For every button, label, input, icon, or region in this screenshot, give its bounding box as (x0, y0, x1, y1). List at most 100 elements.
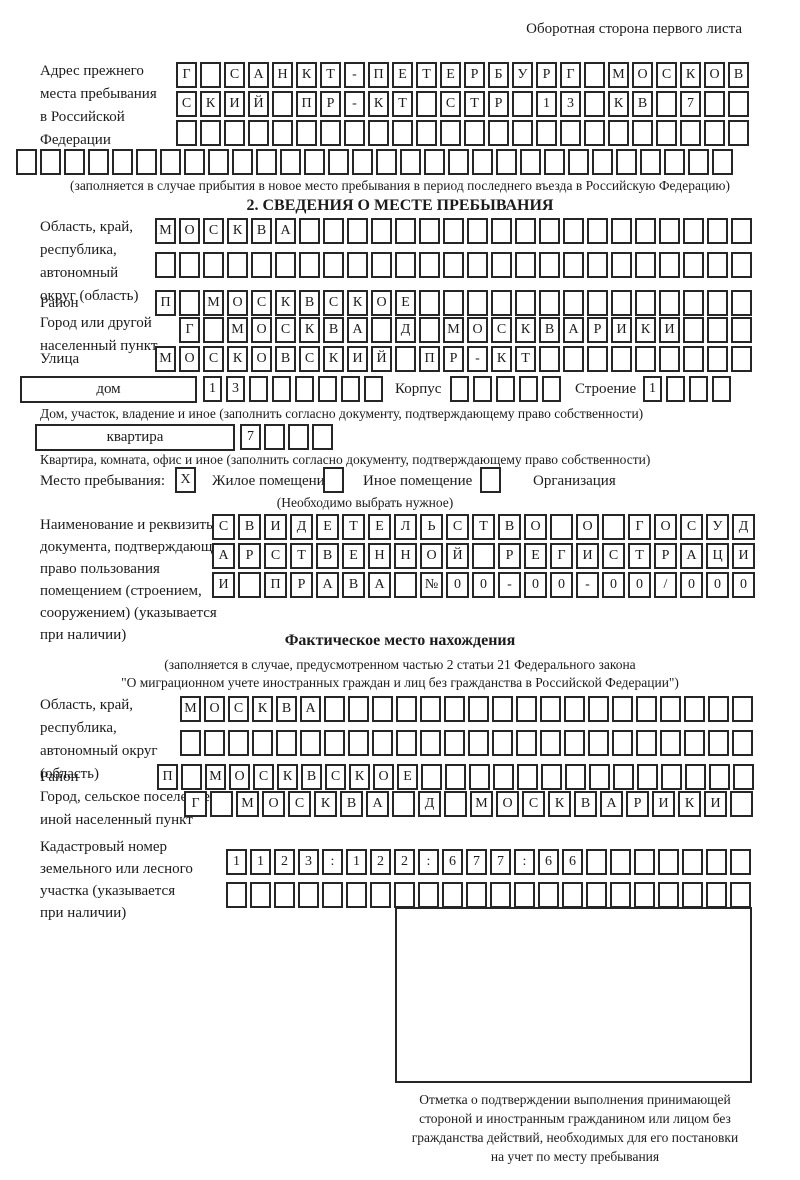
form-cell[interactable]: И (224, 91, 245, 117)
form-cell[interactable] (661, 764, 682, 790)
form-cell[interactable] (296, 120, 317, 146)
form-cell[interactable] (396, 696, 417, 722)
form-cell[interactable] (708, 696, 729, 722)
form-cell[interactable]: Д (395, 317, 416, 343)
form-cell[interactable] (444, 791, 467, 817)
form-cell[interactable]: И (704, 791, 727, 817)
form-cell[interactable] (660, 696, 681, 722)
form-cell[interactable] (616, 149, 637, 175)
form-cell[interactable] (491, 290, 512, 316)
form-cell[interactable]: Г (184, 791, 207, 817)
form-cell[interactable]: Й (248, 91, 269, 117)
form-cell[interactable]: В (275, 346, 296, 372)
form-cell[interactable]: О (576, 514, 599, 540)
form-cell[interactable] (420, 730, 441, 756)
form-cell[interactable] (707, 218, 728, 244)
form-cell[interactable] (682, 882, 703, 908)
form-cell[interactable]: А (368, 572, 391, 598)
form-cell[interactable]: О (704, 62, 725, 88)
form-cell[interactable] (683, 317, 704, 343)
form-cell[interactable]: С (680, 514, 703, 540)
form-cell[interactable] (514, 882, 535, 908)
form-cell[interactable] (392, 120, 413, 146)
form-cell[interactable] (323, 252, 344, 278)
form-cell[interactable] (322, 882, 343, 908)
form-cell[interactable]: И (732, 543, 755, 569)
form-cell[interactable]: О (251, 317, 272, 343)
form-cell[interactable] (203, 252, 224, 278)
form-cell[interactable]: К (368, 91, 389, 117)
form-cell[interactable]: : (514, 849, 535, 875)
form-cell[interactable]: 3 (560, 91, 581, 117)
form-cell[interactable]: Г (176, 62, 197, 88)
form-cell[interactable]: 0 (602, 572, 625, 598)
form-cell[interactable] (493, 764, 514, 790)
form-cell[interactable]: 1 (536, 91, 557, 117)
form-cell[interactable] (312, 424, 333, 450)
form-cell[interactable] (298, 882, 319, 908)
form-cell[interactable] (636, 696, 657, 722)
form-cell[interactable] (416, 91, 437, 117)
form-cell[interactable]: 2 (370, 849, 391, 875)
form-cell[interactable] (611, 252, 632, 278)
form-cell[interactable]: Е (342, 543, 365, 569)
form-cell[interactable]: Р (443, 346, 464, 372)
form-cell[interactable] (295, 376, 314, 402)
form-cell[interactable]: Т (464, 91, 485, 117)
form-cell[interactable] (416, 120, 437, 146)
form-cell[interactable] (371, 317, 392, 343)
form-cell[interactable] (181, 764, 202, 790)
form-cell[interactable] (731, 290, 752, 316)
form-cell[interactable]: В (276, 696, 297, 722)
form-cell[interactable]: А (680, 543, 703, 569)
form-cell[interactable] (732, 696, 753, 722)
form-cell[interactable]: А (366, 791, 389, 817)
form-cell[interactable] (468, 730, 489, 756)
form-cell[interactable] (227, 252, 248, 278)
form-cell[interactable]: А (347, 317, 368, 343)
form-cell[interactable] (635, 218, 656, 244)
form-cell[interactable] (568, 149, 589, 175)
form-cell[interactable]: 1 (346, 849, 367, 875)
form-cell[interactable]: Н (368, 543, 391, 569)
form-cell[interactable]: О (179, 218, 200, 244)
form-cell[interactable]: П (419, 346, 440, 372)
form-cell[interactable] (419, 252, 440, 278)
form-cell[interactable] (516, 696, 537, 722)
form-cell[interactable]: А (316, 572, 339, 598)
form-cell[interactable] (204, 730, 225, 756)
form-cell[interactable]: К (347, 290, 368, 316)
form-cell[interactable]: В (342, 572, 365, 598)
form-cell[interactable] (323, 218, 344, 244)
form-cell[interactable]: Б (488, 62, 509, 88)
form-cell[interactable] (611, 218, 632, 244)
form-cell[interactable] (586, 882, 607, 908)
form-cell[interactable]: 0 (732, 572, 755, 598)
form-cell[interactable]: 0 (550, 572, 573, 598)
form-cell[interactable]: М (180, 696, 201, 722)
form-cell[interactable]: М (443, 317, 464, 343)
form-cell[interactable] (395, 252, 416, 278)
form-cell[interactable] (515, 218, 536, 244)
form-cell[interactable]: - (344, 91, 365, 117)
form-cell[interactable] (16, 149, 37, 175)
form-cell[interactable] (348, 696, 369, 722)
form-cell[interactable]: О (654, 514, 677, 540)
form-cell[interactable]: С (212, 514, 235, 540)
form-cell[interactable] (468, 696, 489, 722)
form-cell[interactable] (728, 91, 749, 117)
form-cell[interactable] (538, 882, 559, 908)
form-cell[interactable] (563, 252, 584, 278)
form-cell[interactable] (445, 764, 466, 790)
form-cell[interactable]: С (253, 764, 274, 790)
form-cell[interactable] (424, 149, 445, 175)
form-cell[interactable] (252, 730, 273, 756)
form-cell[interactable] (392, 791, 415, 817)
form-cell[interactable]: Т (628, 543, 651, 569)
checkbox-inoe[interactable] (323, 467, 344, 493)
form-cell[interactable] (324, 696, 345, 722)
form-cell[interactable]: 0 (446, 572, 469, 598)
form-cell[interactable]: Р (654, 543, 677, 569)
form-cell[interactable]: А (275, 218, 296, 244)
form-cell[interactable] (256, 149, 277, 175)
